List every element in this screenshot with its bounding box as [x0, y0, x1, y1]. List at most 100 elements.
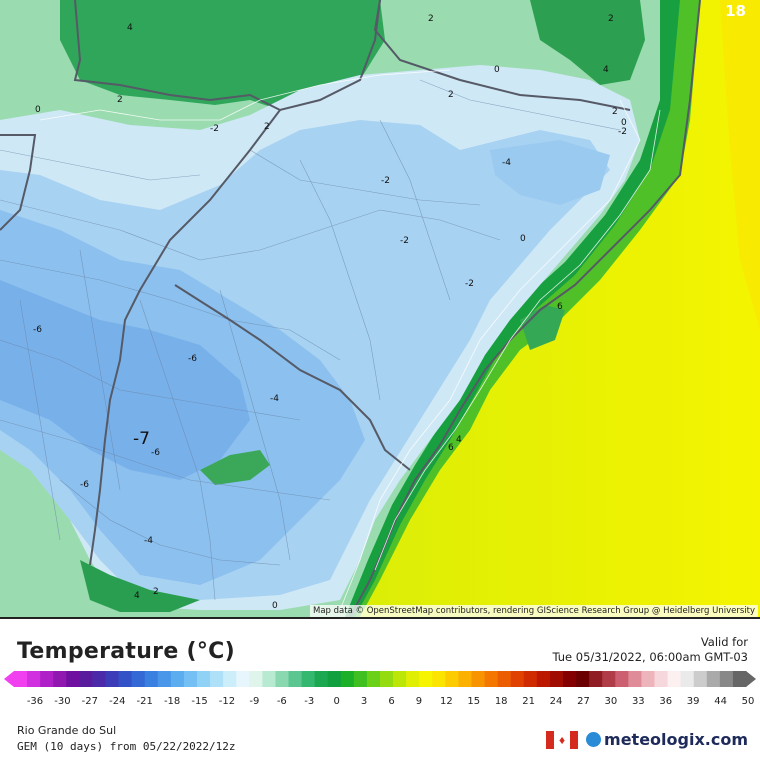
- color-swatch: [576, 671, 590, 687]
- scale-tick-label: 50: [742, 696, 755, 707]
- contour-label: 6: [557, 302, 563, 312]
- contour-label: -4: [502, 158, 511, 168]
- contour-label: 4: [456, 435, 462, 445]
- color-swatch: [510, 671, 525, 687]
- color-swatch: [563, 671, 577, 687]
- contour-label: 2: [117, 95, 123, 105]
- color-swatch: [380, 671, 394, 687]
- color-swatch: [118, 671, 133, 687]
- contour-label: 4: [134, 591, 140, 601]
- branding[interactable]: ♦ meteologix.com: [546, 730, 748, 749]
- color-swatch: [79, 671, 93, 687]
- map-attribution[interactable]: Map data © OpenStreetMap contributors, r…: [310, 605, 758, 617]
- color-swatch: [471, 671, 486, 687]
- color-swatch: [536, 671, 551, 687]
- color-swatch: [223, 671, 237, 687]
- globe-icon: [586, 732, 602, 747]
- divider: [0, 617, 760, 619]
- color-swatch: [314, 671, 329, 687]
- contour-label: -6: [80, 480, 89, 490]
- contour-label: 6: [448, 443, 454, 453]
- scale-arrow-left: [4, 671, 14, 687]
- state-borders: [0, 0, 701, 617]
- corner-number: 18: [725, 2, 746, 20]
- northwest-green-region: [60, 0, 385, 110]
- scale-tick-label: 12: [440, 696, 453, 707]
- contour-label: -4: [270, 394, 279, 404]
- contour-label: 0: [621, 118, 627, 128]
- brand-logo[interactable]: meteologix.com: [586, 730, 748, 749]
- contour-label: -2: [618, 127, 627, 137]
- scale-tick-label: 30: [605, 696, 618, 707]
- color-swatch: [262, 671, 276, 687]
- color-swatch: [197, 671, 211, 687]
- color-swatch: [732, 671, 747, 687]
- color-swatch: [183, 671, 198, 687]
- valid-time-block: Valid for Tue 05/31/2022, 06:00am GMT-03: [552, 635, 748, 665]
- scale-tick-label: 18: [495, 696, 508, 707]
- scale-tick-label: 39: [687, 696, 700, 707]
- color-swatch: [105, 671, 120, 687]
- contour-label: 0: [35, 105, 41, 115]
- color-swatch: [301, 671, 316, 687]
- color-swatch: [14, 671, 28, 687]
- color-swatch: [680, 671, 695, 687]
- land-cold-deep: [0, 280, 250, 480]
- color-swatch: [340, 671, 355, 687]
- isotherm-lines: [39, 69, 661, 611]
- temperature-map[interactable]: 4 2 2 0 4 2 2 0 -2 2 0 2 -2 -4 -2 -2 0 -…: [0, 0, 760, 617]
- contour-label: 0: [494, 65, 500, 75]
- contour-label: -2: [400, 236, 409, 246]
- color-swatch: [484, 671, 499, 687]
- scale-tick-label: -12: [219, 696, 235, 707]
- color-swatch: [393, 671, 407, 687]
- color-swatch: [40, 671, 54, 687]
- canada-flag-icon: ♦: [546, 730, 579, 749]
- scale-tick-label: -21: [137, 696, 153, 707]
- color-swatch: [157, 671, 172, 687]
- north-green-region: [530, 0, 645, 85]
- color-swatch: [419, 671, 433, 687]
- contour-label: 2: [264, 122, 270, 132]
- valid-time: Tue 05/31/2022, 06:00am GMT-03: [552, 650, 748, 664]
- scale-tick-label: 33: [632, 696, 645, 707]
- contour-label: -6: [151, 448, 160, 458]
- scale-tick-label: -24: [109, 696, 125, 707]
- color-swatch: [236, 671, 250, 687]
- south-coast-green: [80, 560, 200, 612]
- color-swatch: [353, 671, 368, 687]
- color-scale: -36 -30 -27 -24 -21 -18 -15 -12 -9 -6 -3 0 3 6 9 12 15 18…: [0, 669, 760, 717]
- scale-tick-label: 15: [467, 696, 480, 707]
- color-swatch: [641, 671, 655, 687]
- color-swatch: [549, 671, 564, 687]
- color-swatch: [66, 671, 80, 687]
- color-swatch: [615, 671, 629, 687]
- scale-arrow-right: [746, 671, 756, 687]
- scale-tick-label: -27: [82, 696, 98, 707]
- scale-tick-label: 9: [416, 696, 422, 707]
- color-swatch: [249, 671, 263, 687]
- color-swatch: [432, 671, 446, 687]
- legend-title: Temperature (°C): [17, 639, 235, 664]
- contour-label: -2: [210, 124, 219, 134]
- color-swatch: [667, 671, 682, 687]
- contour-label: -6: [33, 325, 42, 335]
- region-name: Rio Grande do Sul: [17, 724, 117, 737]
- color-swatch: [654, 671, 669, 687]
- color-swatch: [92, 671, 106, 687]
- color-swatch: [170, 671, 185, 687]
- contour-label: 2: [608, 14, 614, 24]
- scale-tick-label: 21: [522, 696, 535, 707]
- color-swatch: [53, 671, 67, 687]
- contour-label: -2: [381, 176, 390, 186]
- valid-label: Valid for: [700, 635, 748, 649]
- scale-tick-label: -6: [277, 696, 287, 707]
- color-swatch: [602, 671, 616, 687]
- color-swatch: [628, 671, 642, 687]
- contour-label: 2: [428, 14, 434, 24]
- land-cold-east-patch: [490, 140, 610, 205]
- color-swatch: [366, 671, 381, 687]
- color-swatch: [523, 671, 538, 687]
- scale-tick-label: -30: [54, 696, 70, 707]
- color-swatch: [445, 671, 459, 687]
